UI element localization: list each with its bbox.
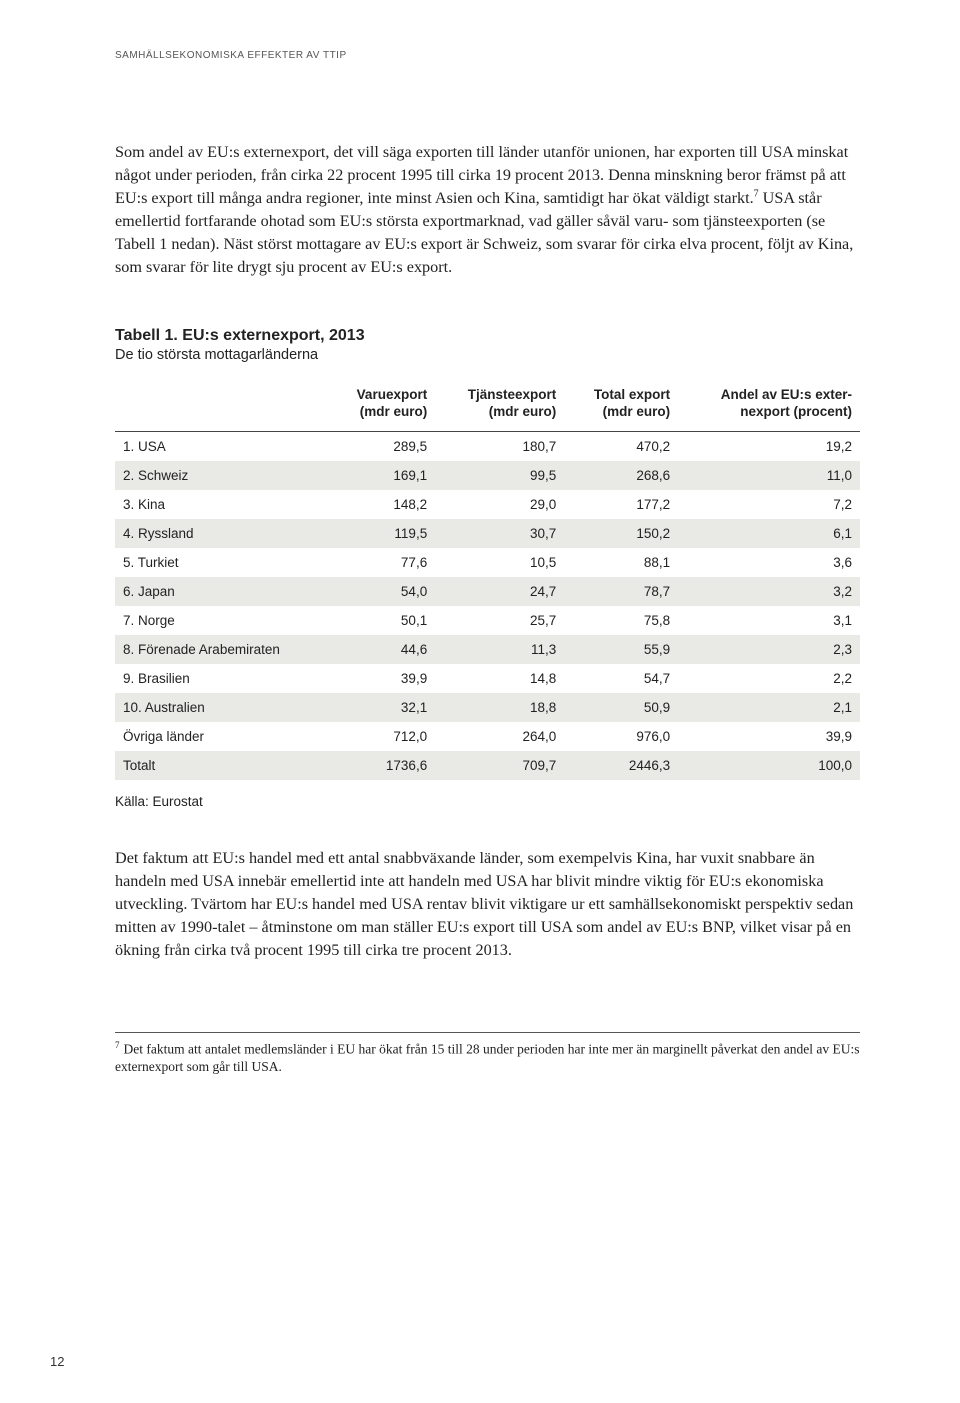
table-cell: Totalt <box>115 751 328 780</box>
table-header-row: Varuexport (mdr euro) Tjänsteexport (mdr e… <box>115 377 860 431</box>
footnote-rule <box>115 1032 860 1033</box>
table-cell: 177,2 <box>564 490 678 519</box>
table-cell: 54,7 <box>564 664 678 693</box>
table-cell: 44,6 <box>328 635 435 664</box>
table-cell: 7,2 <box>678 490 860 519</box>
footnote-number: 7 <box>115 1040 120 1050</box>
table-cell: 3,2 <box>678 577 860 606</box>
table-cell: 7. Norge <box>115 606 328 635</box>
table-cell: 30,7 <box>435 519 564 548</box>
col-totalexport: Total export (mdr euro) <box>564 377 678 431</box>
table-cell: 2,3 <box>678 635 860 664</box>
table-cell: 6. Japan <box>115 577 328 606</box>
table-cell: 39,9 <box>328 664 435 693</box>
page-number: 12 <box>50 1354 64 1369</box>
table-cell: 976,0 <box>564 722 678 751</box>
table-cell: 75,8 <box>564 606 678 635</box>
table-row: 7. Norge50,125,775,83,1 <box>115 606 860 635</box>
table-cell: 29,0 <box>435 490 564 519</box>
table-row: Totalt1736,6709,72446,3100,0 <box>115 751 860 780</box>
table-row: Övriga länder712,0264,0976,039,9 <box>115 722 860 751</box>
col-andel: Andel av EU:s exter-nexport (procent) <box>678 377 860 431</box>
table-cell: 99,5 <box>435 461 564 490</box>
table-cell: 10. Australien <box>115 693 328 722</box>
table-cell: 88,1 <box>564 548 678 577</box>
table-cell: 11,3 <box>435 635 564 664</box>
table-cell: 50,9 <box>564 693 678 722</box>
table-cell: 19,2 <box>678 431 860 461</box>
table-cell: 1736,6 <box>328 751 435 780</box>
table-cell: 3. Kina <box>115 490 328 519</box>
table-row: 10. Australien32,118,850,92,1 <box>115 693 860 722</box>
table-row: 1. USA289,5180,7470,219,2 <box>115 431 860 461</box>
footnote-text: Det faktum att antalet medlemsländer i E… <box>115 1041 860 1074</box>
table-cell: 3,1 <box>678 606 860 635</box>
col-tjansteexport: Tjänsteexport (mdr euro) <box>435 377 564 431</box>
table-cell: 78,7 <box>564 577 678 606</box>
table-cell: 100,0 <box>678 751 860 780</box>
th-l1: Tjänsteexport <box>468 387 557 402</box>
th-l2: (mdr euro) <box>603 404 671 419</box>
paragraph-2: Det faktum att EU:s handel med ett antal… <box>115 847 860 962</box>
table-cell: 77,6 <box>328 548 435 577</box>
footnote-7: 7Det faktum att antalet medlemsländer i … <box>115 1039 860 1077</box>
table-cell: 54,0 <box>328 577 435 606</box>
table-cell: 25,7 <box>435 606 564 635</box>
th-l2: (mdr euro) <box>360 404 428 419</box>
table-cell: 2,2 <box>678 664 860 693</box>
table-cell: 150,2 <box>564 519 678 548</box>
th-l2: (mdr euro) <box>489 404 557 419</box>
table-cell: 39,9 <box>678 722 860 751</box>
th-l2: nexport (procent) <box>740 404 852 419</box>
table-source: Källa: Eurostat <box>115 794 860 809</box>
table-cell: 289,5 <box>328 431 435 461</box>
table-cell: 712,0 <box>328 722 435 751</box>
table-cell: 11,0 <box>678 461 860 490</box>
table-cell: 2,1 <box>678 693 860 722</box>
table-row: 8. Förenade Arabemiraten44,611,355,92,3 <box>115 635 860 664</box>
running-header: SAMHÄLLSEKONOMISKA EFFEKTER AV TTIP <box>115 50 860 61</box>
table-row: 5. Turkiet77,610,588,13,6 <box>115 548 860 577</box>
table-cell: 24,7 <box>435 577 564 606</box>
table-row: 3. Kina148,229,0177,27,2 <box>115 490 860 519</box>
table-cell: 148,2 <box>328 490 435 519</box>
table-cell: 2. Schweiz <box>115 461 328 490</box>
table-cell: Övriga länder <box>115 722 328 751</box>
table-row: 9. Brasilien39,914,854,72,2 <box>115 664 860 693</box>
col-varuexport: Varuexport (mdr euro) <box>328 377 435 431</box>
table-cell: 169,1 <box>328 461 435 490</box>
th-l1: Varuexport <box>357 387 428 402</box>
table-cell: 50,1 <box>328 606 435 635</box>
table-cell: 470,2 <box>564 431 678 461</box>
paragraph-1-part1: Som andel av EU:s externexport, det vill… <box>115 143 848 207</box>
table-cell: 5. Turkiet <box>115 548 328 577</box>
table-cell: 119,5 <box>328 519 435 548</box>
export-table: Varuexport (mdr euro) Tjänsteexport (mdr e… <box>115 377 860 780</box>
table-cell: 18,8 <box>435 693 564 722</box>
table-title: Tabell 1. EU:s externexport, 2013 <box>115 327 860 345</box>
table-cell: 9. Brasilien <box>115 664 328 693</box>
table-cell: 14,8 <box>435 664 564 693</box>
table-cell: 4. Ryssland <box>115 519 328 548</box>
table-subtitle: De tio största mottagarländerna <box>115 347 860 363</box>
table-cell: 264,0 <box>435 722 564 751</box>
table-cell: 2446,3 <box>564 751 678 780</box>
table-cell: 8. Förenade Arabemiraten <box>115 635 328 664</box>
table-row: 4. Ryssland119,530,7150,26,1 <box>115 519 860 548</box>
col-country <box>115 377 328 431</box>
th-l1: Total export <box>594 387 670 402</box>
table-cell: 1. USA <box>115 431 328 461</box>
table-cell: 6,1 <box>678 519 860 548</box>
paragraph-1: Som andel av EU:s externexport, det vill… <box>115 141 860 279</box>
table-cell: 268,6 <box>564 461 678 490</box>
table-row: 2. Schweiz169,199,5268,611,0 <box>115 461 860 490</box>
table-cell: 180,7 <box>435 431 564 461</box>
table-cell: 3,6 <box>678 548 860 577</box>
table-cell: 10,5 <box>435 548 564 577</box>
table-cell: 55,9 <box>564 635 678 664</box>
table-cell: 709,7 <box>435 751 564 780</box>
table-cell: 32,1 <box>328 693 435 722</box>
th-l1: Andel av EU:s exter- <box>721 387 852 402</box>
table-row: 6. Japan54,024,778,73,2 <box>115 577 860 606</box>
